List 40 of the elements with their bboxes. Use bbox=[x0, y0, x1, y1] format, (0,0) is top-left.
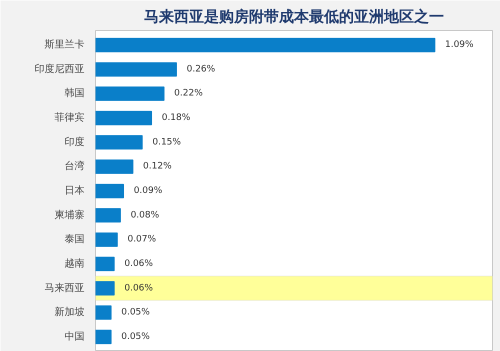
y-tick-label: 泰国 bbox=[64, 234, 84, 246]
y-tick-label: 中国 bbox=[64, 330, 84, 342]
data-label: 0.08% bbox=[130, 210, 160, 220]
y-tick-label: 台湾 bbox=[64, 160, 84, 172]
y-tick-label: 柬埔寨 bbox=[54, 208, 84, 221]
data-label: 0.26% bbox=[186, 64, 216, 74]
bar bbox=[96, 208, 121, 223]
bar bbox=[96, 38, 436, 52]
bar bbox=[96, 330, 112, 344]
y-tick-label: 印度尼西亚 bbox=[34, 62, 84, 75]
y-tick-label: 菲律宾 bbox=[54, 112, 84, 124]
bar bbox=[96, 184, 124, 198]
data-label: 0.07% bbox=[127, 234, 157, 245]
data-label: 0.05% bbox=[121, 308, 150, 318]
data-label: 0.22% bbox=[174, 88, 204, 99]
y-tick-label: 新加坡 bbox=[54, 306, 84, 318]
bar bbox=[96, 86, 164, 101]
data-label: 1.09% bbox=[444, 40, 474, 50]
bar bbox=[96, 256, 115, 272]
y-tick-label: 越南 bbox=[64, 257, 84, 270]
data-label: 0.05% bbox=[121, 332, 150, 342]
y-tick-label: 日本 bbox=[64, 184, 84, 196]
bar bbox=[96, 110, 152, 126]
bar bbox=[96, 62, 177, 77]
y-tick-label: 斯里兰卡 bbox=[44, 38, 84, 51]
bar bbox=[96, 232, 118, 247]
bar bbox=[96, 159, 134, 174]
data-label: 0.06% bbox=[124, 283, 154, 294]
data-label: 0.09% bbox=[134, 186, 163, 196]
y-tick-label: 韩国 bbox=[64, 87, 84, 100]
bar bbox=[96, 135, 143, 150]
y-tick-label: 马来西亚 bbox=[44, 282, 84, 294]
bar bbox=[96, 281, 115, 296]
data-label: 0.06% bbox=[124, 258, 154, 269]
bar bbox=[96, 305, 112, 320]
chart-title: 马来西亚是购房附带成本最低的亚洲地区之一 bbox=[144, 8, 444, 26]
data-label: 0.18% bbox=[162, 113, 191, 124]
data-label: 0.15% bbox=[152, 137, 182, 148]
data-label: 0.12% bbox=[143, 162, 172, 172]
y-tick-label: 印度 bbox=[64, 136, 84, 148]
